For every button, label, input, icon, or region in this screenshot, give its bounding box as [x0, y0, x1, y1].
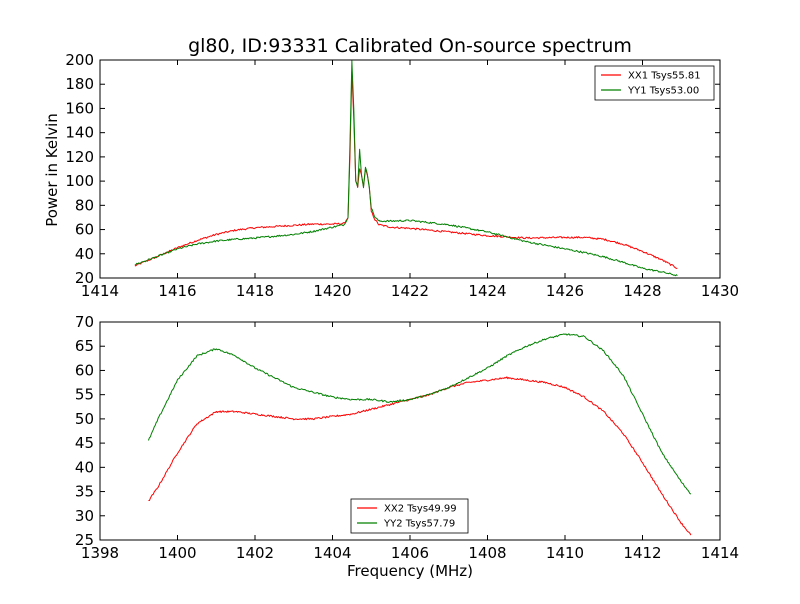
legend-top: XX1 Tsys55.81 YY1 Tsys53.00: [594, 65, 715, 101]
legend-box-top: [594, 65, 715, 101]
series-line-xx1: [134, 71, 678, 269]
y-tick-label-top: 200: [65, 51, 94, 69]
y-tick-label-bottom: 35: [75, 483, 94, 501]
plot-top: gl80, ID:93331 Calibrated On-source spec…: [43, 35, 739, 300]
y-tick-label-bottom: 65: [75, 337, 94, 355]
x-tick-label-top: 1426: [546, 282, 584, 300]
y-tick-label-top: 20: [75, 269, 94, 287]
y-tick-label-top: 160: [65, 99, 94, 117]
legend-bottom: XX2 Tsys49.99 YY2 Tsys57.79: [350, 498, 469, 534]
x-tick-label-bottom: 1404: [313, 544, 351, 562]
x-tick-label-bottom: 1398: [81, 544, 119, 562]
legend-label-yy2: YY2 Tsys57.79: [383, 519, 455, 530]
plot-frame-bottom: [99, 321, 721, 541]
x-tick-label-bottom: 1410: [546, 544, 584, 562]
legend-label-xx1: XX1 Tsys55.81: [628, 71, 701, 82]
y-tick-label-top: 60: [75, 221, 94, 239]
y-tick-label-bottom: 70: [75, 313, 94, 331]
plot-frame-top: [99, 59, 721, 279]
legend-label-yy1: YY1 Tsys53.00: [627, 86, 699, 97]
x-tick-label-bottom: 1402: [236, 544, 274, 562]
x-tick-label-top: 1414: [81, 282, 119, 300]
marks-bottom: 1398 1400 1402 1404 1406 1408 1410 1412 1414 25 30…: [75, 313, 739, 562]
x-tick-label-top: 1428: [623, 282, 661, 300]
series-line-yy1: [134, 60, 678, 277]
x-tick-label-top: 1430: [701, 282, 739, 300]
x-tick-label-top: 1424: [468, 282, 506, 300]
y-tick-label-bottom: 50: [75, 410, 94, 428]
y-tick-label-bottom: 45: [75, 434, 94, 452]
y-tick-label-bottom: 55: [75, 386, 94, 404]
y-tick-label-top: 80: [75, 196, 94, 214]
chart-title-top: gl80, ID:93331 Calibrated On-source spec…: [188, 35, 632, 57]
y-tick-label-bottom: 30: [75, 507, 94, 525]
x-tick-label-bottom: 1406: [391, 544, 429, 562]
x-tick-label-bottom: 1400: [158, 544, 196, 562]
y-tick-label-bottom: 60: [75, 361, 94, 379]
y-axis-label-top: Power in Kelvin: [43, 113, 61, 227]
y-tick-label-top: 140: [65, 124, 94, 142]
x-tick-label-bottom: 1408: [468, 544, 506, 562]
y-tick-label-top: 40: [75, 245, 94, 263]
legend-label-xx2: XX2 Tsys49.99: [384, 504, 457, 515]
y-tick-label-top: 100: [65, 172, 94, 190]
series-line-yy2: [147, 333, 692, 495]
y-tick-label-top: 180: [65, 75, 94, 93]
x-tick-label-top: 1416: [158, 282, 196, 300]
x-axis-label-bottom: Frequency (MHz): [347, 562, 473, 580]
y-tick-label-top: 120: [65, 148, 94, 166]
x-tick-label-bottom: 1412: [623, 544, 661, 562]
legend-box-bottom: [350, 498, 469, 534]
x-tick-label-bottom: 1414: [701, 544, 739, 562]
y-tick-label-bottom: 40: [75, 458, 94, 476]
x-tick-label-top: 1422: [391, 282, 429, 300]
plot-bottom: 1398 1400 1402 1404 1406 1408 1410 1412 1414 25 30…: [75, 313, 739, 580]
x-tick-label-top: 1418: [236, 282, 274, 300]
marks-top: 1414 1416 1418 1420 1422 1424 1426 1428 1430 20 40…: [65, 51, 739, 300]
y-tick-label-bottom: 25: [75, 531, 94, 549]
x-tick-label-top: 1420: [313, 282, 351, 300]
